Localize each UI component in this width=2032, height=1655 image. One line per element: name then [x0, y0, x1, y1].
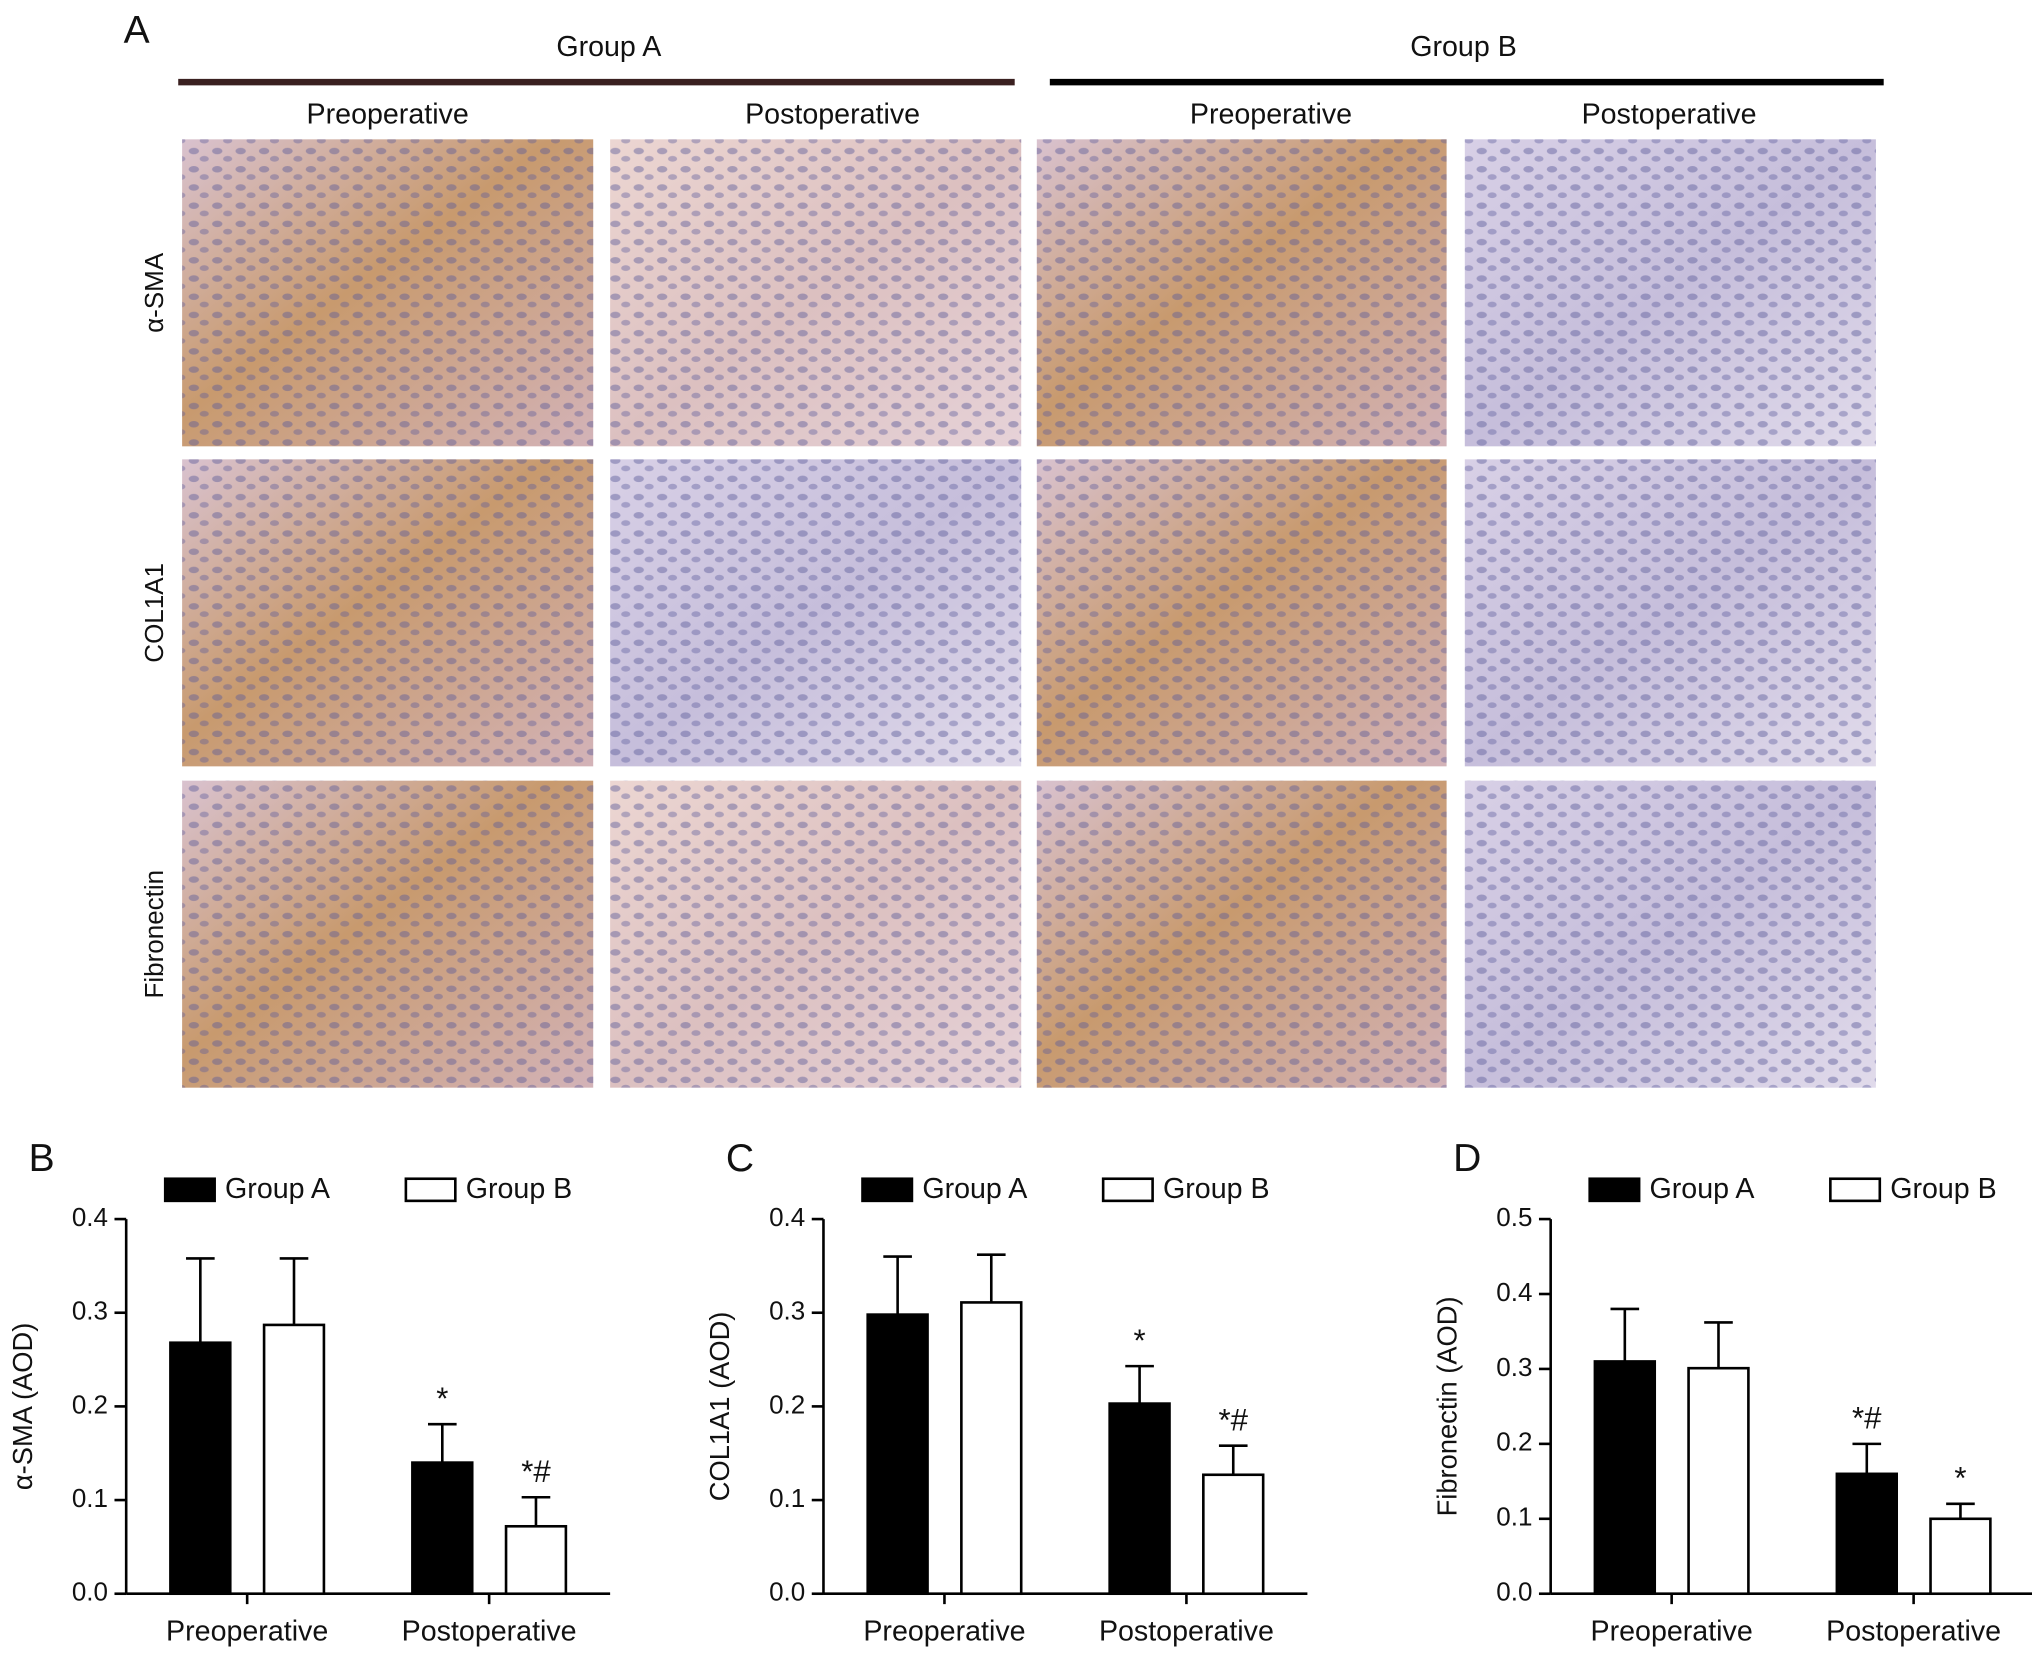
legend-label: Group A [225, 1173, 331, 1205]
x-tick-label: Preoperative [1591, 1615, 1753, 1647]
panel-label: C [726, 1137, 754, 1180]
y-tick-label: 0.3 [769, 1296, 805, 1326]
significance-label: * [436, 1381, 448, 1416]
row-label: COL1A1 [139, 563, 169, 663]
panel-label: A [124, 9, 150, 52]
cell-texture [182, 139, 1876, 1088]
legend-swatch [1101, 1177, 1154, 1203]
column-label: Preoperative [307, 98, 469, 130]
bar [1202, 1473, 1265, 1596]
column-label: Preoperative [1190, 98, 1352, 130]
legend-swatch [1588, 1177, 1641, 1203]
bar [866, 1313, 929, 1596]
y-tick-label: 0.1 [72, 1483, 108, 1513]
row-label: Fibronectin [139, 870, 169, 999]
significance-label: * [1134, 1323, 1146, 1358]
bar [411, 1461, 474, 1596]
y-tick-label: 0.4 [769, 1202, 805, 1232]
y-tick-label: 0.0 [1496, 1577, 1532, 1607]
x-tick-label: Postoperative [1826, 1615, 2001, 1647]
bar [960, 1301, 1023, 1596]
y-tick-label: 0.3 [72, 1296, 108, 1326]
bar [1687, 1366, 1750, 1596]
bar [1593, 1360, 1657, 1596]
y-tick-label: 0.0 [769, 1577, 805, 1607]
legend-swatch [404, 1177, 457, 1203]
y-axis-title: COL1A1 (AOD) [704, 1312, 735, 1502]
x-tick-label: Preoperative [863, 1615, 1025, 1647]
legend-label: Group A [1650, 1173, 1756, 1205]
y-tick-label: 0.3 [1496, 1352, 1532, 1382]
y-tick-label: 0.2 [1496, 1427, 1532, 1457]
group-label: Group A [556, 31, 662, 63]
panel-label: B [29, 1137, 55, 1180]
column-label: Postoperative [745, 98, 920, 130]
x-tick-label: Postoperative [1099, 1615, 1274, 1647]
y-tick-label: 0.4 [1496, 1277, 1532, 1307]
y-tick-label: 0.0 [72, 1577, 108, 1607]
y-axis-title: α-SMA (AOD) [7, 1323, 38, 1490]
legend-swatch [163, 1177, 216, 1203]
bar [262, 1323, 326, 1596]
bar [504, 1524, 568, 1596]
y-tick-label: 0.5 [1496, 1202, 1532, 1232]
group-label: Group B [1410, 31, 1517, 63]
legend-label: Group B [1890, 1173, 1997, 1205]
y-axis-title: Fibronectin (AOD) [1431, 1296, 1462, 1516]
y-tick-label: 0.1 [769, 1483, 805, 1513]
y-tick-label: 0.2 [72, 1389, 108, 1419]
legend-label: Group B [1163, 1173, 1270, 1205]
legend-swatch [1829, 1177, 1882, 1203]
significance-label: *# [521, 1454, 551, 1489]
significance-label: *# [1852, 1401, 1882, 1436]
row-label: α-SMA [139, 252, 169, 333]
micrographs [182, 139, 1876, 1088]
x-tick-label: Preoperative [166, 1615, 328, 1647]
significance-label: * [1954, 1461, 1966, 1496]
bar [169, 1341, 232, 1596]
significance-label: *# [1218, 1403, 1248, 1438]
panel-label: D [1453, 1137, 1481, 1180]
bar [1929, 1517, 1992, 1596]
y-tick-label: 0.4 [72, 1202, 108, 1232]
y-tick-label: 0.1 [1496, 1502, 1532, 1532]
legend-label: Group B [466, 1173, 573, 1205]
column-label: Postoperative [1582, 98, 1757, 130]
y-tick-label: 0.2 [769, 1389, 805, 1419]
legend-swatch [861, 1177, 914, 1203]
bar [1835, 1472, 1899, 1596]
bar [1108, 1402, 1171, 1596]
legend-label: Group A [922, 1173, 1028, 1205]
x-tick-label: Postoperative [402, 1615, 577, 1647]
